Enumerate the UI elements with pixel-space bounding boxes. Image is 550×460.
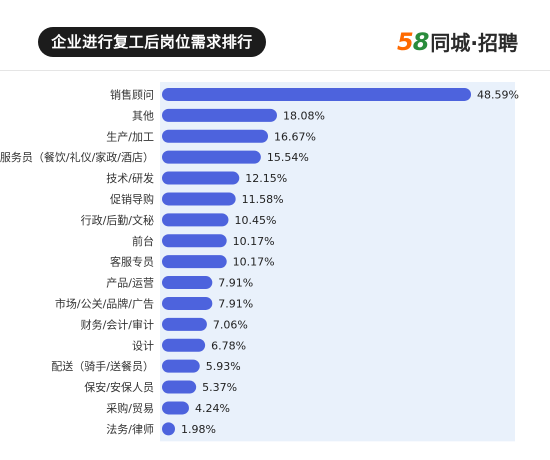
value-label: 11.58% [242,193,284,206]
category-label: 促销导购 [110,192,154,206]
value-label: 1.98% [181,423,216,436]
category-label: 前台 [132,234,154,248]
bar [162,401,189,415]
bar [162,255,227,269]
value-label: 48.59% [477,88,519,101]
category-label: 生产/加工 [106,129,154,143]
category-label: 采购/贸易 [106,401,154,415]
bar [162,171,240,185]
value-label: 16.67% [274,130,316,143]
bar [162,422,175,436]
bar [162,380,197,394]
bar [162,317,207,331]
brand-logo: 58 同城·招聘 [397,27,518,57]
value-label: 4.24% [195,402,230,415]
category-label: 行政/后勤/文秘 [81,213,154,227]
category-label: 设计 [132,339,154,352]
value-label: 7.91% [218,277,253,290]
bar [162,296,213,310]
logo-58-mark: 58 [396,28,429,56]
bar [162,108,277,122]
category-label: 其他 [132,109,154,122]
chart-title: 企业进行复工后岗位需求排行 [38,27,266,57]
category-label: 销售顾问 [110,87,154,101]
value-label: 5.37% [202,381,237,394]
category-label: 服务员（餐饮/礼仪/家政/酒店） [0,150,154,164]
category-label: 法务/律师 [106,422,154,436]
category-label: 市场/公关/品牌/广告 [55,296,154,310]
category-label: 保安/安保人员 [84,380,154,394]
category-label: 客服专员 [110,255,154,269]
category-label: 产品/运营 [106,276,154,290]
category-label: 技术/研发 [106,171,154,185]
header-divider [0,70,550,71]
bar [162,87,472,101]
bar [162,129,269,143]
bar [162,338,206,352]
value-label: 12.15% [245,172,287,185]
bar [162,192,236,206]
value-label: 15.54% [267,151,309,164]
value-label: 10.17% [233,256,275,269]
value-label: 5.93% [206,360,241,373]
bar [162,276,213,290]
bar [162,150,261,164]
bar [162,213,229,227]
value-label: 10.17% [233,235,275,248]
logo-text: 同城·招聘 [430,31,518,55]
value-label: 7.91% [218,297,253,310]
value-label: 18.08% [283,109,325,122]
value-label: 10.45% [234,214,276,227]
value-label: 7.06% [213,318,248,331]
bar [162,234,227,248]
bar [162,359,200,373]
category-label: 财务/会计/审计 [81,317,154,331]
value-label: 6.78% [211,339,246,352]
category-label: 配送（骑手/送餐员） [51,359,154,373]
